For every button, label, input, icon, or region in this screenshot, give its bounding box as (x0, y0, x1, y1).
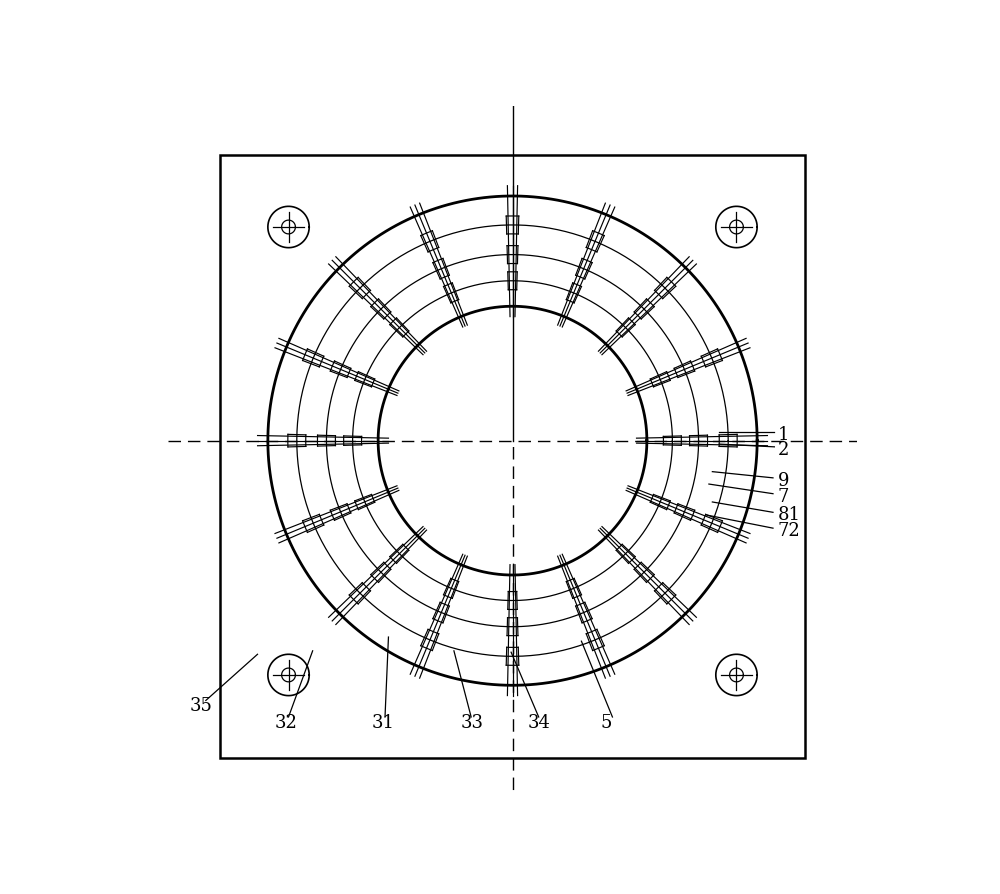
Text: 2: 2 (778, 441, 789, 459)
Text: 7: 7 (778, 487, 789, 505)
Text: 5: 5 (601, 713, 612, 731)
Text: 9: 9 (778, 471, 789, 489)
Text: 81: 81 (778, 506, 801, 524)
Bar (220, 156, 805, 758)
Text: 33: 33 (461, 713, 484, 731)
Text: 35: 35 (190, 696, 213, 713)
Text: 1: 1 (778, 426, 789, 443)
Text: 32: 32 (275, 713, 298, 731)
Text: 31: 31 (371, 713, 394, 731)
Text: 34: 34 (528, 713, 551, 731)
Text: 72: 72 (778, 521, 801, 540)
